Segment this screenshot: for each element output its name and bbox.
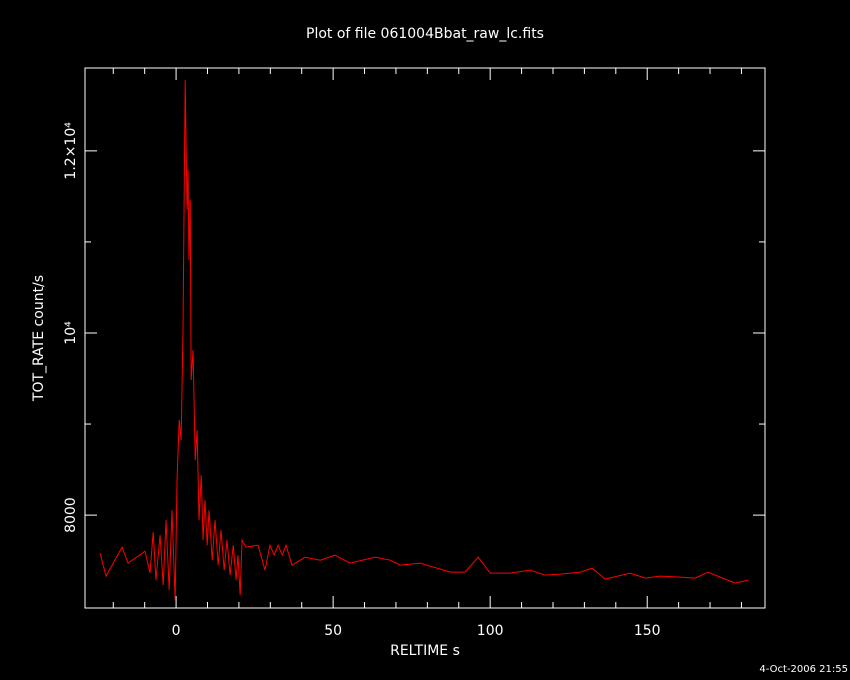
y-tick-label: 8000 xyxy=(63,497,79,533)
x-tick-label: 150 xyxy=(634,623,661,639)
x-tick-label: 100 xyxy=(477,623,504,639)
y-tick-label: 1.2×10⁴ xyxy=(63,122,79,180)
x-tick-label: 0 xyxy=(172,623,181,639)
chart-title: Plot of file 061004Bbat_raw_lc.fits xyxy=(306,26,544,42)
plot-frame xyxy=(84,67,766,609)
y-axis-label: TOT_RATE count/s xyxy=(31,275,47,402)
x-tick-label: 50 xyxy=(324,623,342,639)
x-axis-label: RELTIME s xyxy=(390,643,460,659)
y-tick-label: 10⁴ xyxy=(63,321,79,345)
timestamp: 4-Oct-2006 21:55 xyxy=(759,664,848,675)
data-line xyxy=(99,79,749,601)
